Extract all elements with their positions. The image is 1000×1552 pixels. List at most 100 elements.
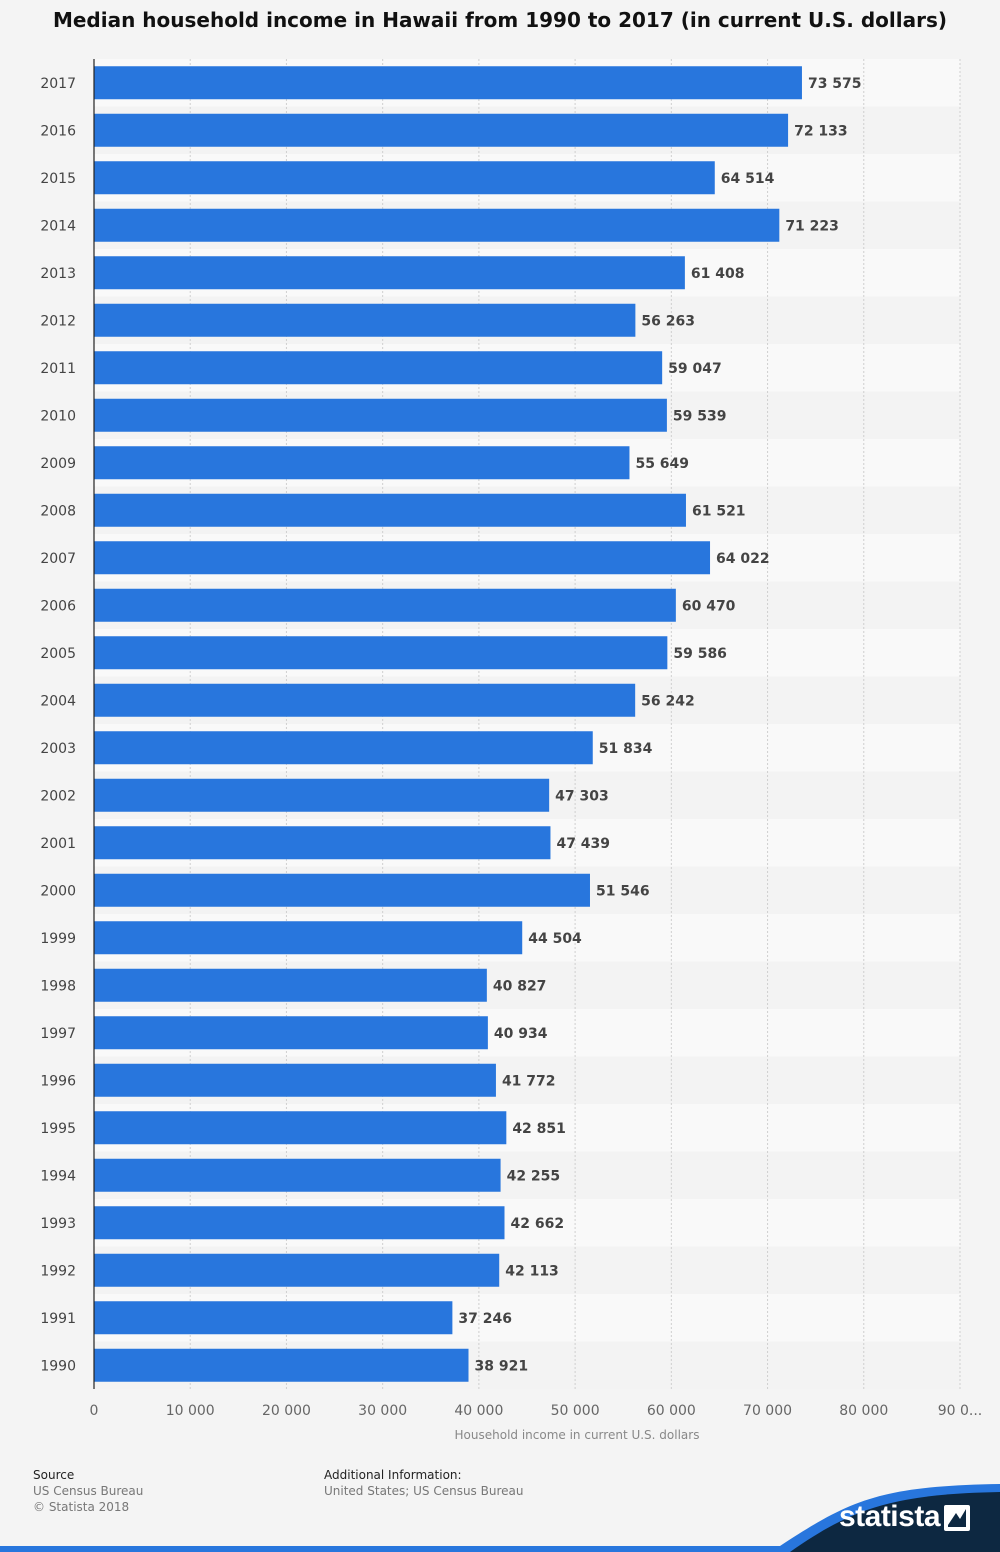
data-label: 47 439 [556, 836, 610, 852]
bar [94, 778, 550, 812]
data-label: 44 504 [528, 931, 582, 947]
data-label: 51 546 [596, 883, 650, 899]
y-tick-label: 1997 [40, 1026, 76, 1042]
statista-logo[interactable]: statista [838, 1500, 941, 1533]
bar [94, 493, 686, 527]
y-tick-label: 2009 [40, 456, 76, 472]
additional-info-text: United States; US Census Bureau [324, 1484, 524, 1498]
y-tick-label: 1990 [40, 1358, 76, 1374]
bar [94, 968, 487, 1002]
bar [94, 731, 593, 765]
y-tick-label: 1991 [40, 1311, 76, 1327]
y-tick-label: 2002 [40, 788, 76, 804]
data-label: 64 022 [716, 551, 770, 567]
bar [94, 1348, 469, 1382]
y-tick-label: 2012 [40, 313, 76, 329]
y-tick-label: 1998 [40, 978, 76, 994]
x-tick-label: 10 000 [166, 1403, 215, 1419]
data-label: 59 047 [668, 361, 722, 377]
y-tick-label: 2001 [40, 836, 76, 852]
x-axis-title: Household income in current U.S. dollars [455, 1428, 700, 1442]
y-tick-label: 2011 [40, 361, 76, 377]
x-tick-label: 0 [90, 1403, 99, 1419]
data-label: 42 662 [511, 1216, 565, 1232]
bar [94, 1063, 496, 1097]
data-label: 42 851 [512, 1121, 566, 1137]
y-tick-label: 2010 [40, 408, 76, 424]
bar [94, 1016, 488, 1050]
x-tick-label: 40 000 [454, 1403, 503, 1419]
bar [94, 256, 685, 290]
bar [94, 873, 590, 907]
data-label: 42 255 [507, 1168, 561, 1184]
data-label: 56 263 [641, 313, 695, 329]
data-label: 41 772 [502, 1073, 556, 1089]
y-tick-label: 2008 [40, 503, 76, 519]
additional-info-label: Additional Information: [324, 1468, 462, 1482]
y-tick-label: 2006 [40, 598, 76, 614]
data-label: 51 834 [599, 741, 653, 757]
bar [94, 161, 715, 195]
data-label: 56 242 [641, 693, 695, 709]
data-label: 55 649 [635, 456, 689, 472]
y-tick-label: 1995 [40, 1121, 76, 1137]
y-tick-label: 1993 [40, 1216, 76, 1232]
data-label: 40 934 [494, 1026, 548, 1042]
chart-title: Median household income in Hawaii from 1… [52, 8, 948, 32]
y-tick-label: 1999 [40, 931, 76, 947]
data-label: 60 470 [682, 598, 736, 614]
x-tick-label: 90 0... [938, 1403, 983, 1419]
y-tick-label: 2004 [40, 693, 76, 709]
x-tick-label: 20 000 [262, 1403, 311, 1419]
data-label: 59 539 [673, 408, 727, 424]
data-label: 37 246 [458, 1311, 512, 1327]
y-tick-label: 2016 [40, 123, 76, 139]
bar [94, 1253, 500, 1287]
source-block: Source US Census Bureau © Statista 2018 [33, 1467, 143, 1515]
bar [94, 1301, 453, 1335]
source-label: Source [33, 1468, 75, 1482]
statista-logo-icon [944, 1505, 970, 1531]
y-tick-label: 2000 [40, 883, 76, 899]
data-label: 38 921 [475, 1358, 529, 1374]
bar [94, 113, 789, 147]
bar [94, 636, 668, 670]
y-tick-label: 2014 [40, 218, 76, 234]
x-tick-label: 60 000 [647, 1403, 696, 1419]
bar [94, 683, 636, 717]
bar [94, 921, 523, 955]
bar [94, 303, 636, 337]
data-label: 47 303 [555, 788, 609, 804]
data-label: 59 586 [673, 646, 727, 662]
y-tick-label: 2017 [40, 76, 76, 92]
bar [94, 398, 667, 432]
x-tick-label: 30 000 [358, 1403, 407, 1419]
x-tick-label: 70 000 [743, 1403, 792, 1419]
y-tick-label: 2005 [40, 646, 76, 662]
bar [94, 541, 711, 575]
bar [94, 66, 802, 100]
bar [94, 826, 551, 860]
additional-info-block: Additional Information: United States; U… [324, 1467, 523, 1499]
x-tick-label: 50 000 [551, 1403, 600, 1419]
data-label: 40 827 [493, 978, 547, 994]
bar [94, 351, 663, 385]
y-tick-label: 2007 [40, 551, 76, 567]
y-tick-label: 1994 [40, 1168, 76, 1184]
data-label: 61 521 [692, 503, 746, 519]
y-tick-label: 2003 [40, 741, 76, 757]
bar [94, 1158, 501, 1192]
y-tick-label: 2015 [40, 171, 76, 187]
data-label: 42 113 [505, 1263, 559, 1279]
bar [94, 1111, 507, 1145]
source-name[interactable]: US Census Bureau [33, 1484, 144, 1498]
bar [94, 588, 676, 622]
chart-canvas: 0 10 000 20 000 30 000 40 000 50 000 60 000 70 … [40, 59, 983, 1442]
data-label: 73 575 [808, 76, 862, 92]
bar [94, 1206, 505, 1240]
y-tick-label: 2013 [40, 266, 76, 282]
bar [94, 446, 630, 480]
copyright-text: © Statista 2018 [33, 1500, 130, 1514]
x-tick-label: 80 000 [839, 1403, 888, 1419]
